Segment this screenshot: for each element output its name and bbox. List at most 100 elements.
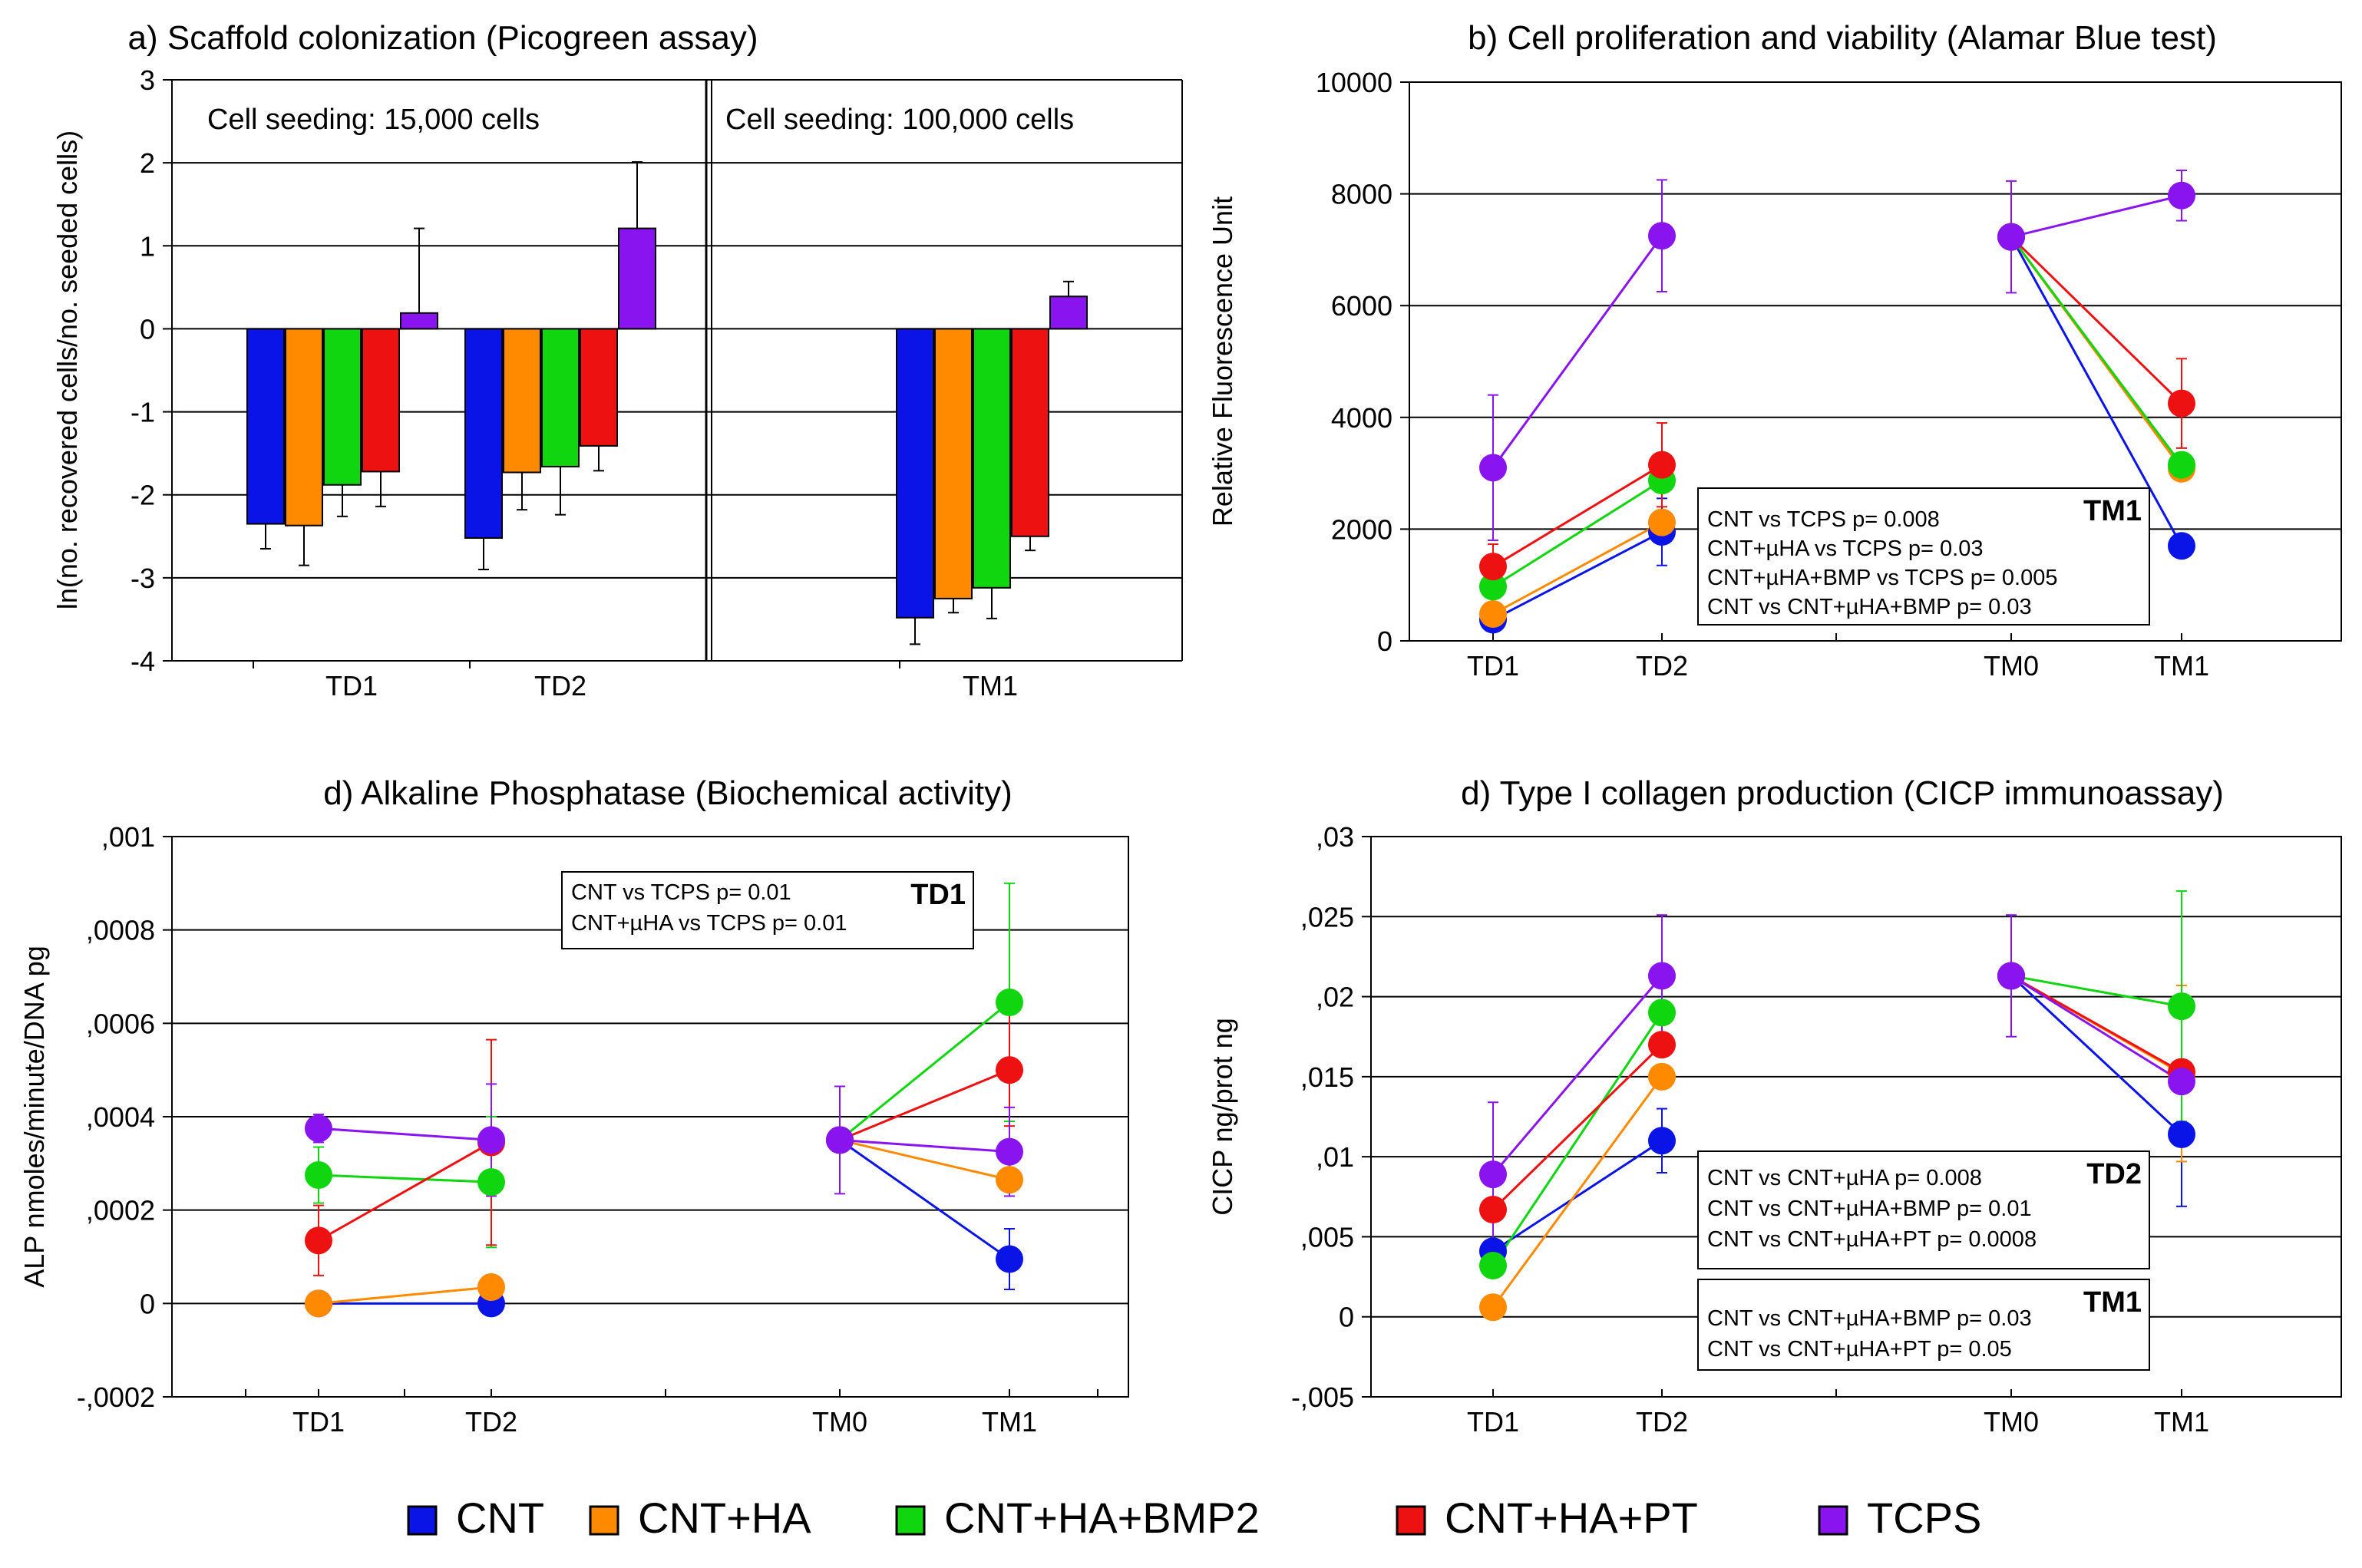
y-tick-label: -2 [130,480,155,511]
point-cnt-ha-pt-tm1 [996,1056,1023,1084]
y-tick-label: -3 [130,563,155,594]
legend-label: CNT+HA [638,1494,811,1542]
stats-box-frame [1697,1279,2150,1371]
series-line [1492,1012,1663,1266]
point-cnt-ha-td1 [1479,600,1507,629]
y-tick-label: ,001 [101,821,155,853]
y-tick-label: ,0008 [86,915,155,946]
series-line [839,1001,1010,1141]
series-line [2010,236,2183,404]
stats-box-td2: TD2 CNT vs CNT+µHA p= 0.008 CNT vs CNT+µHA… [1697,1150,2150,1269]
y-tick-label: 4000 [1331,402,1392,434]
y-tick-label: 0 [140,1288,155,1319]
legend: CNT CNT+HA CNT+HA+BMP2 CNT+HA+PT TCPS [407,1494,1981,1542]
bar-tcps-td1 [400,312,438,330]
stats-box-line: CNT vs TCPS p= 0.01 [571,880,791,905]
y-axis-label: Relative Fluorescence Unit [1207,196,1238,527]
x-tick-label: TD2 [1636,1406,1688,1438]
point-cnt-ha-bmp2-td1 [1479,1251,1507,1279]
point-tcps-tm0 [1997,223,2025,251]
stats-box-line: CNT vs CNT+µHA+BMP p= 0.03 [1707,1306,2032,1331]
series-line [839,1138,1010,1154]
legend-label: CNT+HA+PT [1445,1494,1698,1542]
y-tick-label: ,0006 [86,1008,155,1039]
point-cnt-ha-pt-td1 [1479,1195,1507,1223]
stats-box-line: CNT+µHA+BMP vs TCPS p= 0.005 [1707,566,2057,590]
chart-d: d) Type I collagen production (CICP immu… [1207,774,2342,1438]
point-tcps-td2 [1648,962,1676,990]
stats-box-line: CNT vs CNT+µHA+PT p= 0.0008 [1707,1227,2037,1252]
point-tcps-tm1 [2168,1068,2195,1096]
y-tick-label: 10000 [1316,67,1392,98]
y-tick-label: ,0002 [86,1195,155,1226]
series-line [1492,530,1663,621]
x-tick-label: TD2 [465,1406,517,1438]
plot-frame [1409,81,2342,642]
stats-box-td1: TD1 CNT vs TCPS p= 0.01 CNT+µHA vs TCPS p=… [561,871,974,949]
point-cnt-ha-td2 [477,1273,505,1302]
x-tick-label: TD1 [1467,1406,1519,1438]
y-tick-label: ,005 [1300,1221,1354,1253]
bar-tcps-tm1 [1049,295,1088,330]
legend-swatch-cnt [407,1505,438,1536]
stats-box-frame [561,871,974,949]
bar-cnt-ha-td1 [285,328,323,527]
chart-title: d) Alkaline Phosphatase (Biochemical act… [323,774,1013,812]
point-cnt-ha-bmp2-td2 [1648,999,1676,1027]
point-cnt-ha-tm1 [996,1166,1023,1194]
chart-title: b) Cell proliferation and viability (Ala… [1468,19,2217,57]
chart-a: a) Scaffold colonization (Picogreen assa… [51,19,1183,701]
bar-cnt-ha-tm1 [934,328,973,599]
point-cnt-ha-pt-td2 [1648,451,1676,479]
legend-swatch-tcps [1818,1505,1848,1536]
legend-swatch-cnt-ha-bmp2 [895,1505,926,1536]
stats-box-frame [1697,1150,2150,1269]
point-cnt-tm1 [2168,1120,2195,1148]
series-line [2010,975,2182,1083]
y-tick-label: ,015 [1300,1061,1354,1093]
point-tcps-tm0 [1997,962,2025,990]
legend-label: TCPS [1867,1494,1981,1542]
bar-cnt-td1 [246,328,285,525]
point-cnt-ha-bmp2-tm1 [996,988,1023,1016]
stats-box-heading: TM1 [2083,1286,2142,1319]
stats-box-line: CNT vs CNT+µHA+PT p= 0.05 [1707,1337,2012,1362]
point-cnt-ha-td2 [1648,508,1676,536]
series-line [2010,975,2182,1073]
stats-box-tm1: TM1 CNT vs TCPS p= 0.008 CNT+µHA vs TCPS p… [1697,487,2150,626]
stats-box-frame [1697,487,2150,626]
point-tcps-tm0 [826,1126,854,1154]
stats-box-heading: TD2 [2086,1158,2142,1190]
series-line [318,1286,492,1305]
series-line [1492,1140,1663,1253]
bar-tcps-td2 [618,227,656,330]
series-line [839,1068,1010,1141]
point-cnt-ha-bmp2-td1 [305,1161,332,1190]
point-tcps-tm1 [996,1137,1023,1166]
legend-swatch-cnt-ha [589,1505,619,1536]
series-line [318,1127,492,1141]
y-tick-label: 2 [140,147,155,179]
point-tcps-td1 [1479,1160,1507,1189]
point-cnt-ha-bmp2-td1 [1479,573,1507,601]
series-line [1492,235,1663,469]
bar-cnt-ha-bmp2-td1 [323,328,362,486]
series-line [318,1174,492,1183]
bar-cnt-tm1 [896,328,934,619]
x-tick-label: TD1 [292,1406,345,1438]
y-tick-label: -1 [130,397,155,428]
point-cnt-ha-bmp2-td2 [477,1168,505,1197]
point-cnt-tm1 [2168,532,2195,560]
x-tick-label: TM1 [982,1406,1037,1438]
x-tick-label: TD2 [1636,650,1688,682]
chart-title: d) Type I collagen production (CICP immu… [1461,774,2224,812]
series-line [1492,1075,1663,1309]
x-tick-label: TM0 [1984,650,2039,682]
y-tick-label: 0 [140,313,155,345]
series-line [2010,236,2183,546]
y-tick-label: ,0004 [86,1101,155,1133]
series-line [1492,521,1663,616]
bar-cnt-ha-td2 [503,328,541,474]
chart-b: b) Cell proliferation and viability (Ala… [1207,19,2342,682]
y-tick-label: -4 [130,645,155,677]
